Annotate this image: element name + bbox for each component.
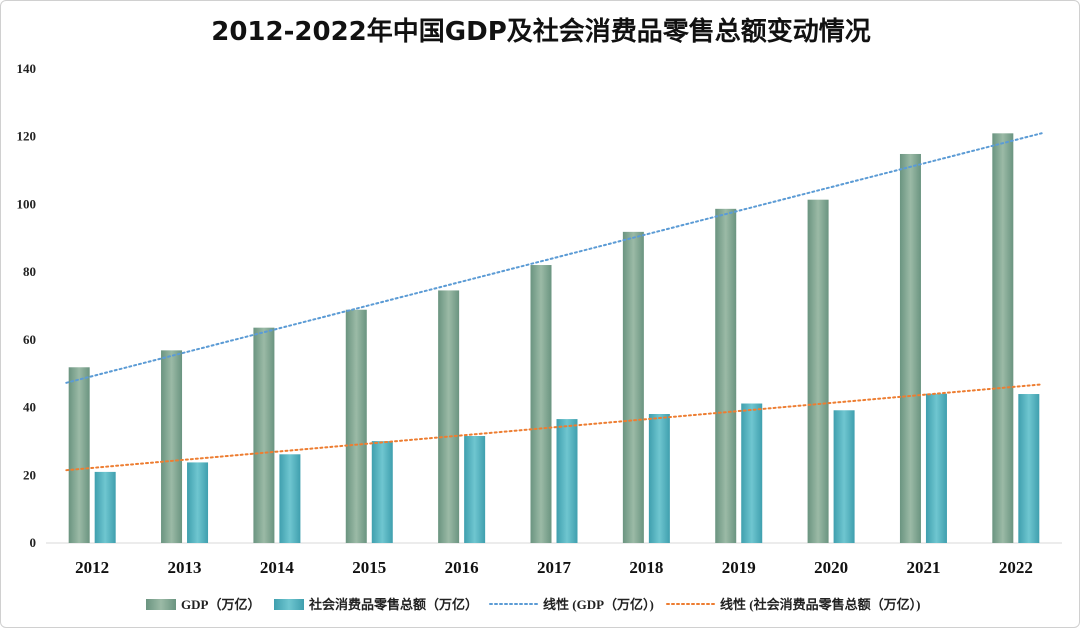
- bar-gdp-2019: [715, 208, 737, 543]
- y-tick-label: 0: [30, 535, 37, 550]
- x-tick-label: 2014: [260, 558, 295, 577]
- bar-gdp-2015: [345, 309, 367, 543]
- legend-label: 社会消费品零售总额（万亿）: [308, 597, 478, 612]
- legend-trend-retail: 线性 (社会消费品零售总额（万亿）): [666, 597, 920, 612]
- x-tick-label: 2020: [814, 558, 848, 577]
- legend-swatch: [274, 599, 304, 610]
- y-tick-label: 60: [23, 332, 36, 347]
- legend-label: 线性 (GDP（万亿）): [543, 597, 654, 612]
- bar-gdp-2022: [992, 133, 1014, 544]
- bar-retail-2018: [648, 414, 670, 543]
- bar-retail-2013: [187, 462, 209, 543]
- bar-gdp-2012: [68, 367, 90, 543]
- bar-gdp-2021: [899, 153, 921, 543]
- bar-retail-2020: [833, 410, 855, 543]
- x-tick-label: 2017: [537, 558, 572, 577]
- bar-gdp-2013: [161, 350, 183, 543]
- x-axis-ticks: 2012 2013 2014 2015 2016 2017 2018 2019 2020 2021…: [75, 558, 1033, 577]
- bar-gdp-2020: [807, 199, 829, 543]
- legend-swatch: [146, 599, 176, 610]
- x-tick-label: 2022: [999, 558, 1033, 577]
- bar-retail-2015: [371, 441, 393, 543]
- x-tick-label: 2021: [906, 558, 940, 577]
- legend: GDP（万亿） 社会消费品零售总额（万亿） 线性 (GDP（万亿）) 线性 (社会消费…: [146, 597, 920, 612]
- y-tick-label: 20: [23, 467, 36, 482]
- bar-gdp-2016: [438, 290, 460, 543]
- bars: [68, 133, 1040, 544]
- bar-retail-2014: [279, 454, 301, 543]
- bar-retail-2019: [741, 403, 763, 543]
- x-tick-label: 2018: [629, 558, 663, 577]
- y-tick-label: 100: [17, 196, 37, 211]
- bar-retail-2017: [556, 419, 578, 543]
- legend-label: 线性 (社会消费品零售总额（万亿）): [720, 597, 920, 612]
- x-tick-label: 2019: [722, 558, 756, 577]
- bar-retail-2022: [1018, 394, 1040, 543]
- x-tick-label: 2013: [168, 558, 202, 577]
- x-tick-label: 2016: [445, 558, 479, 577]
- y-tick-label: 40: [23, 400, 36, 415]
- y-axis-ticks: 0 20 40 60 80 100 120 140: [17, 61, 37, 550]
- bar-retail-2016: [464, 436, 486, 543]
- legend-retail: 社会消费品零售总额（万亿）: [274, 597, 478, 612]
- x-tick-label: 2015: [352, 558, 386, 577]
- y-tick-label: 80: [23, 264, 36, 279]
- trendline-gdp: [65, 132, 1043, 384]
- y-tick-label: 140: [17, 61, 37, 76]
- trendline-retail: [65, 383, 1043, 472]
- bar-retail-2012: [94, 471, 116, 543]
- bar-gdp-2014: [253, 327, 275, 543]
- bar-retail-2021: [925, 393, 947, 543]
- y-tick-label: 120: [17, 129, 37, 144]
- legend-gdp: GDP（万亿）: [146, 597, 260, 612]
- legend-trend-gdp: 线性 (GDP（万亿）): [489, 597, 654, 612]
- chart-title: 2012-2022年中国GDP及社会消费品零售总额变动情况: [211, 17, 871, 47]
- x-tick-label: 2012: [75, 558, 109, 577]
- bar-gdp-2018: [622, 231, 644, 544]
- bar-gdp-2017: [530, 265, 552, 543]
- trendlines: [65, 132, 1043, 472]
- legend-label: GDP（万亿）: [181, 597, 260, 612]
